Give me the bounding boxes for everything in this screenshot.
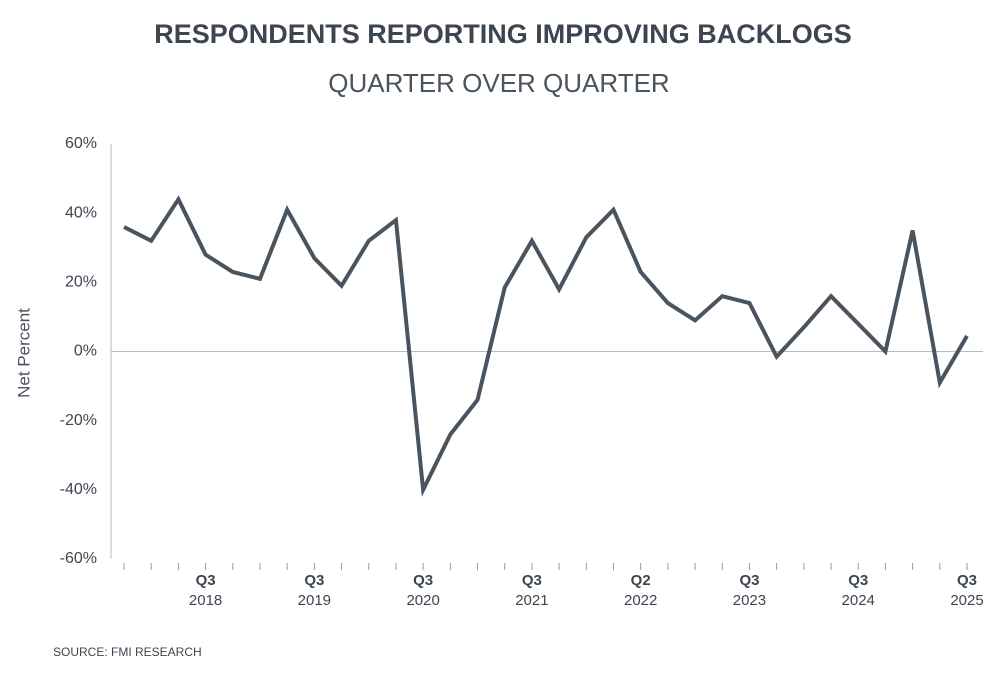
x-tick-label: Q2	[631, 572, 651, 589]
data-line	[123, 195, 969, 497]
x-tick-year: 2019	[298, 592, 331, 609]
source: SOURCE: FMI RESEARCH	[53, 645, 202, 659]
x-tick-year: 2020	[406, 592, 439, 609]
y-axis-label: Net Percent	[14, 308, 33, 398]
chart-subtitle: QUARTER OVER QUARTER	[328, 68, 669, 98]
x-tick-label: Q3	[739, 572, 759, 589]
x-tick-label: Q3	[522, 572, 542, 589]
x-tick-label: Q3	[413, 572, 433, 589]
x-tick-year: 2021	[515, 592, 548, 609]
x-tick-year: 2023	[733, 592, 766, 609]
chart-title: RESPONDENTS REPORTING IMPROVING BACKLOGS	[154, 19, 852, 49]
x-tick-label: Q3	[848, 572, 868, 589]
x-tick-label: Q3	[196, 572, 216, 589]
x-tick-year: 2022	[624, 592, 657, 609]
y-tick-label: -20%	[60, 412, 97, 429]
y-tick-label: 40%	[65, 204, 97, 221]
y-tick-label: -60%	[60, 550, 97, 567]
x-tick-label: Q3	[957, 572, 977, 589]
x-tick-label: Q3	[304, 572, 324, 589]
x-tick-year: 2025	[950, 592, 983, 609]
x-tick-year: 2024	[842, 592, 875, 609]
y-tick-label: 20%	[65, 274, 97, 291]
y-tick-label: -40%	[60, 481, 97, 498]
y-tick-label: 0%	[74, 343, 97, 360]
y-tick-label: 60%	[65, 135, 97, 152]
x-tick-year: 2018	[189, 592, 222, 609]
